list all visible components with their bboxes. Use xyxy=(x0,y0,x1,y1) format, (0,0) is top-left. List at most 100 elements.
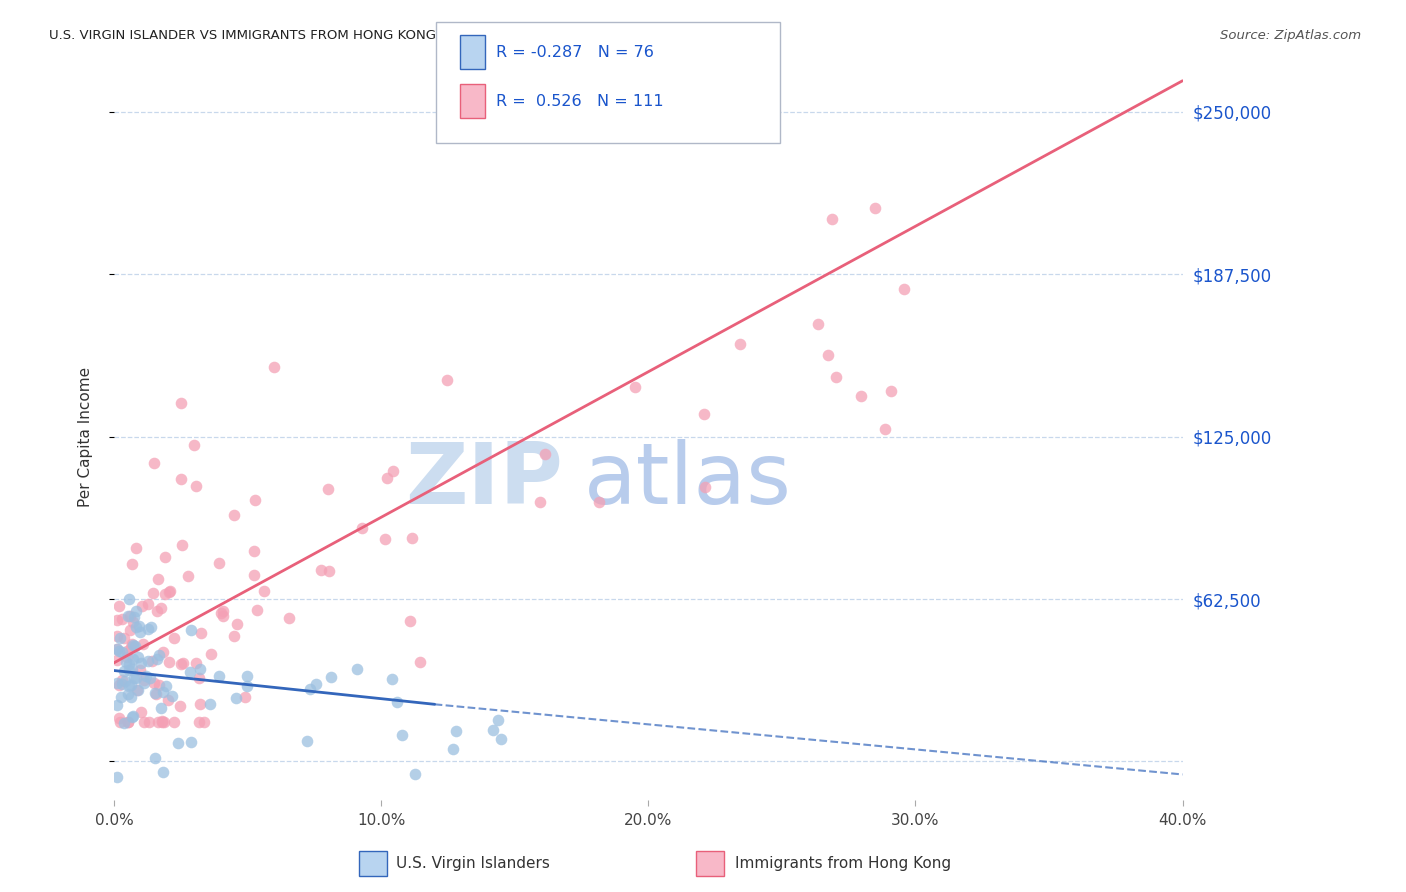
Point xyxy=(110,690,132,704)
Point xyxy=(121,662,143,676)
Point xyxy=(115,655,138,669)
Point xyxy=(138,671,160,685)
Point xyxy=(125,671,148,685)
Point xyxy=(865,201,887,215)
Point xyxy=(128,619,150,633)
Point xyxy=(143,750,166,764)
Point xyxy=(111,677,134,691)
Point xyxy=(118,679,141,693)
Point xyxy=(153,549,176,564)
Point xyxy=(295,733,318,747)
Point xyxy=(243,568,266,582)
Point xyxy=(441,742,464,756)
Point xyxy=(319,670,342,684)
Point xyxy=(105,642,128,657)
Point xyxy=(200,648,222,662)
Text: Immigrants from Hong Kong: Immigrants from Hong Kong xyxy=(735,856,952,871)
Point xyxy=(163,715,186,730)
Point xyxy=(121,710,143,724)
Point xyxy=(105,676,128,690)
Point xyxy=(180,624,202,638)
Point xyxy=(128,625,150,640)
Point xyxy=(893,282,915,296)
Point xyxy=(849,389,872,403)
Point xyxy=(233,690,256,704)
Point xyxy=(138,622,160,636)
Point xyxy=(381,672,404,686)
Point xyxy=(117,715,139,730)
Point xyxy=(122,638,145,652)
Point xyxy=(105,698,128,712)
Point xyxy=(139,619,162,633)
Point xyxy=(409,655,432,669)
Point xyxy=(131,656,153,670)
Point xyxy=(489,732,512,747)
Point xyxy=(177,568,200,582)
Point xyxy=(115,644,138,658)
Point xyxy=(375,471,398,485)
Point xyxy=(117,650,139,665)
Point xyxy=(145,687,167,701)
Point xyxy=(152,645,174,659)
Text: ZIP: ZIP xyxy=(405,439,562,522)
Point xyxy=(129,705,152,719)
Point xyxy=(184,657,207,671)
Point xyxy=(143,686,166,700)
Point xyxy=(263,359,285,374)
Point xyxy=(693,480,716,494)
Point xyxy=(138,715,160,730)
Point xyxy=(118,663,141,677)
Point xyxy=(132,637,155,651)
Point xyxy=(246,603,269,617)
Point xyxy=(111,673,134,687)
Point xyxy=(156,693,179,707)
Point xyxy=(122,652,145,666)
Point xyxy=(112,631,135,645)
Point xyxy=(879,384,901,398)
Point xyxy=(150,701,173,715)
Point xyxy=(108,678,131,692)
Point xyxy=(444,723,467,738)
Point xyxy=(385,695,408,709)
Point xyxy=(142,675,165,690)
Point xyxy=(374,532,396,546)
Point xyxy=(112,664,135,678)
Point xyxy=(159,584,181,599)
Point xyxy=(162,689,184,703)
Point xyxy=(125,620,148,634)
Point xyxy=(127,683,149,698)
Point xyxy=(148,648,170,663)
Point xyxy=(127,682,149,697)
Point xyxy=(277,611,299,625)
Point xyxy=(186,478,208,492)
Point xyxy=(316,482,339,496)
Point xyxy=(170,472,193,486)
Point xyxy=(150,600,173,615)
Point xyxy=(120,640,142,654)
Point xyxy=(236,669,259,683)
Point xyxy=(211,604,233,618)
Point xyxy=(187,715,209,730)
Point xyxy=(825,369,848,384)
Point xyxy=(170,396,193,410)
Point xyxy=(105,629,128,643)
Point xyxy=(299,681,322,696)
Point xyxy=(127,650,149,665)
Point xyxy=(114,673,136,688)
Point xyxy=(146,652,169,666)
Point xyxy=(141,654,163,668)
Text: Source: ZipAtlas.com: Source: ZipAtlas.com xyxy=(1220,29,1361,42)
Point xyxy=(110,631,132,645)
Point xyxy=(346,662,368,676)
Point xyxy=(225,690,247,705)
Point xyxy=(146,572,169,586)
Point xyxy=(352,521,374,535)
Point xyxy=(817,348,839,362)
Point xyxy=(398,614,420,628)
Point xyxy=(482,723,505,737)
Point xyxy=(190,626,212,640)
Point xyxy=(120,678,142,692)
Point xyxy=(129,664,152,678)
Point xyxy=(114,716,136,731)
Text: U.S. VIRGIN ISLANDER VS IMMIGRANTS FROM HONG KONG PER CAPITA INCOME CORRELATION : U.S. VIRGIN ISLANDER VS IMMIGRANTS FROM … xyxy=(49,29,721,42)
